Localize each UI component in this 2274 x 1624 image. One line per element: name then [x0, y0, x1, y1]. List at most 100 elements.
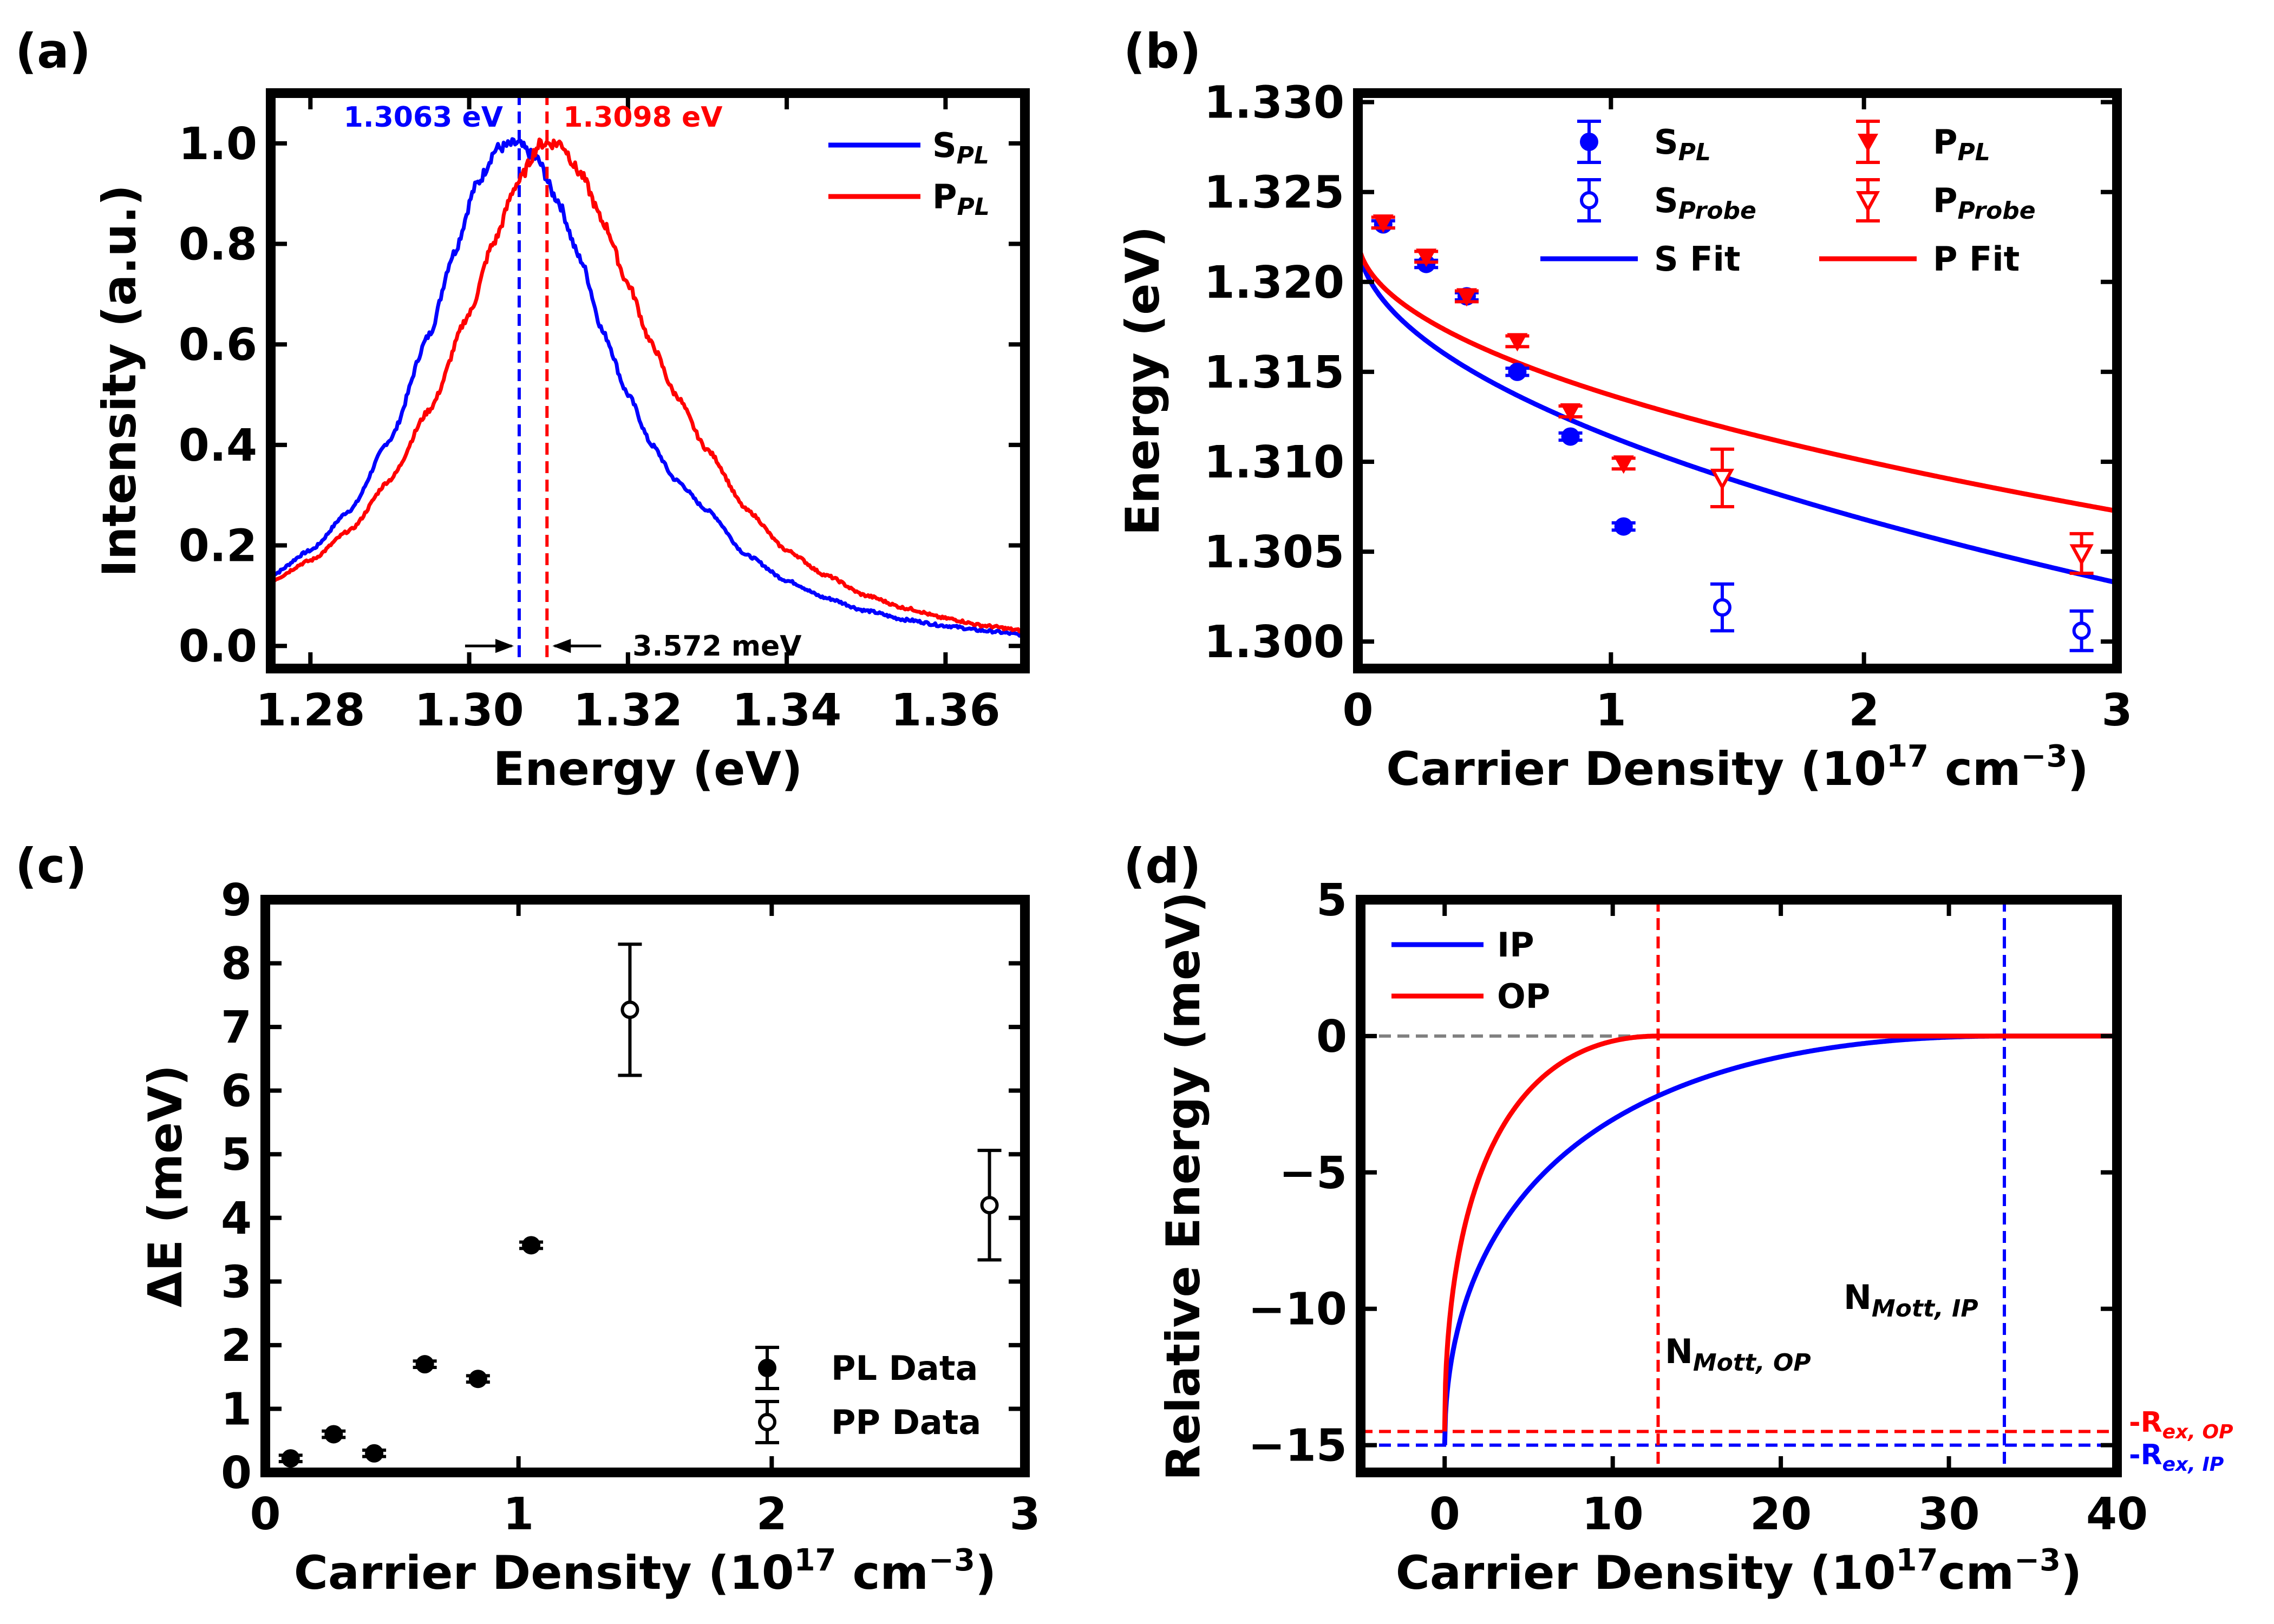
c-frame — [260, 895, 1030, 1477]
b-xtick-label: 1 — [1596, 685, 1626, 736]
b-point — [1613, 455, 1634, 474]
b-point — [1713, 598, 1731, 617]
a-legend-label: PPL — [932, 177, 990, 221]
c-ytick-label: 9 — [221, 875, 252, 926]
b-fit-line — [1358, 237, 2117, 514]
c-ytick-label: 5 — [221, 1129, 252, 1181]
b-legend-label: SProbe — [1654, 181, 1756, 225]
d-rex-op-label: -Rex, OP — [2129, 1406, 2233, 1443]
d-ytick-label: −10 — [1248, 1284, 1347, 1335]
b-point — [1560, 403, 1581, 422]
d-nmott-op-label: NMott, OP — [1665, 1332, 1811, 1377]
b-frame — [1353, 88, 2122, 673]
b-xtick-label: 2 — [1848, 685, 1879, 736]
c-point — [281, 1449, 300, 1468]
c-legend-marker — [758, 1413, 776, 1431]
b-xlabel: Carrier Density (1017 cm−3) — [1386, 739, 2089, 796]
b-legend-label: S Fit — [1654, 239, 1740, 279]
a-p-peak-label: 1.3098 eV — [563, 101, 722, 134]
a-ytick-label: 0.2 — [179, 521, 257, 572]
d-curve-OP — [1442, 1033, 2117, 1432]
c-legend-label: PL Data — [831, 1348, 978, 1388]
d-xtick-label: 30 — [1918, 1489, 1979, 1540]
b-point — [1710, 468, 1735, 491]
a-xtick-label: 1.34 — [732, 685, 841, 736]
c-ylabel: ΔE (meV) — [139, 1065, 193, 1307]
a-arrow-right-head — [552, 639, 571, 653]
a-ytick-label: 0.6 — [179, 319, 257, 371]
c-point — [980, 1196, 999, 1215]
panel-label-a: (a) — [15, 23, 91, 79]
b-point — [2069, 544, 2094, 566]
b-point — [1507, 333, 1528, 352]
panel-label-c: (c) — [15, 838, 87, 894]
a-ytick-label: 0.8 — [179, 219, 257, 271]
b-legend-marker — [1580, 191, 1598, 209]
b-point — [1456, 288, 1477, 307]
b-point — [1373, 214, 1394, 233]
a-xlabel: Energy (eV) — [493, 742, 803, 796]
d-legend-label: IP — [1497, 925, 1534, 965]
d-xtick-label: 0 — [1429, 1489, 1460, 1540]
a-ytick-label: 0.0 — [179, 621, 257, 672]
b-ytick-label: 1.310 — [1204, 437, 1344, 488]
c-ytick-label: 8 — [221, 939, 252, 990]
c-legend-marker — [758, 1359, 776, 1377]
a-series-line-P — [271, 137, 1025, 634]
a-ytick-label: 1.0 — [179, 119, 257, 170]
d-ylabel: Relative Energy (meV) — [1156, 892, 1211, 1481]
d-nmott-ip-label: NMott, IP — [1844, 1278, 1978, 1322]
b-ytick-label: 1.330 — [1204, 77, 1344, 129]
c-xtick-label: 0 — [250, 1489, 280, 1540]
b-ytick-label: 1.300 — [1204, 617, 1344, 668]
d-xtick-label: 40 — [2086, 1489, 2148, 1540]
c-point — [415, 1355, 434, 1374]
b-point — [1614, 517, 1633, 536]
b-legend-marker — [1580, 133, 1598, 151]
b-point — [1561, 427, 1580, 446]
b-ytick-label: 1.320 — [1204, 257, 1344, 309]
c-point — [365, 1444, 384, 1463]
d-xtick-label: 10 — [1582, 1489, 1644, 1540]
c-xlabel: Carrier Density (1017 cm−3) — [294, 1543, 997, 1600]
a-ylabel: Intensity (a.u.) — [93, 185, 147, 577]
a-s-peak-label: 1.3063 eV — [344, 101, 503, 134]
c-ytick-label: 2 — [221, 1320, 252, 1372]
a-xtick-label: 1.28 — [256, 685, 365, 736]
a-xtick-label: 1.36 — [891, 685, 1000, 736]
c-point — [522, 1236, 541, 1255]
d-frame — [1356, 895, 2122, 1477]
b-legend-marker — [1855, 191, 1880, 213]
d-curve-IP — [1442, 1033, 2117, 1445]
d-ytick-label: −5 — [1279, 1148, 1347, 1199]
d-rex-ip-label: -Rex, IP — [2129, 1439, 2224, 1476]
c-point — [620, 1000, 639, 1019]
b-fit-line — [1358, 237, 2117, 585]
b-legend-label: PProbe — [1933, 181, 2036, 225]
a-ytick-label: 0.4 — [179, 420, 257, 472]
panel-label-b: (b) — [1123, 23, 1201, 79]
b-ylabel: Energy (eV) — [1116, 226, 1170, 536]
d-xlabel: Carrier Density (1017cm−3) — [1396, 1543, 2082, 1600]
c-xtick-label: 2 — [756, 1489, 787, 1540]
b-ytick-label: 1.315 — [1204, 347, 1344, 398]
a-gap-label: 3.572 meV — [632, 630, 801, 663]
b-legend-label: PPL — [1933, 122, 1990, 166]
a-legend-label: SPL — [932, 126, 989, 169]
c-ytick-label: 4 — [221, 1193, 252, 1245]
b-xtick-label: 0 — [1342, 685, 1373, 736]
b-xtick-label: 3 — [2101, 685, 2132, 736]
panel-d: 0 10 20 30 40 −15 −10 −5 0 5 Carrier Density (1017… — [1156, 875, 2233, 1600]
c-xtick-label: 1 — [503, 1489, 534, 1540]
d-xtick-label: 20 — [1750, 1489, 1812, 1540]
a-frame — [266, 88, 1030, 673]
d-ytick-label: 5 — [1316, 875, 1347, 926]
c-point — [468, 1370, 487, 1389]
panel-a: 1.28 1.30 1.32 1.34 1.36 0.0 0.2 0.4 0.6 0.8 1.0 En… — [93, 88, 1030, 796]
b-ytick-label: 1.325 — [1204, 167, 1344, 219]
c-ytick-label: 7 — [221, 1002, 252, 1053]
b-point — [2072, 621, 2091, 640]
panel-c: 0 1 2 3 0 1 2 3 4 5 6 7 8 9 Carrier Density (1017 cm−3… — [139, 875, 1041, 1600]
panel-b: 0 1 2 3 1.300 1.305 1.310 1.315 1.320 1.325 1.330 C… — [1116, 77, 2133, 796]
